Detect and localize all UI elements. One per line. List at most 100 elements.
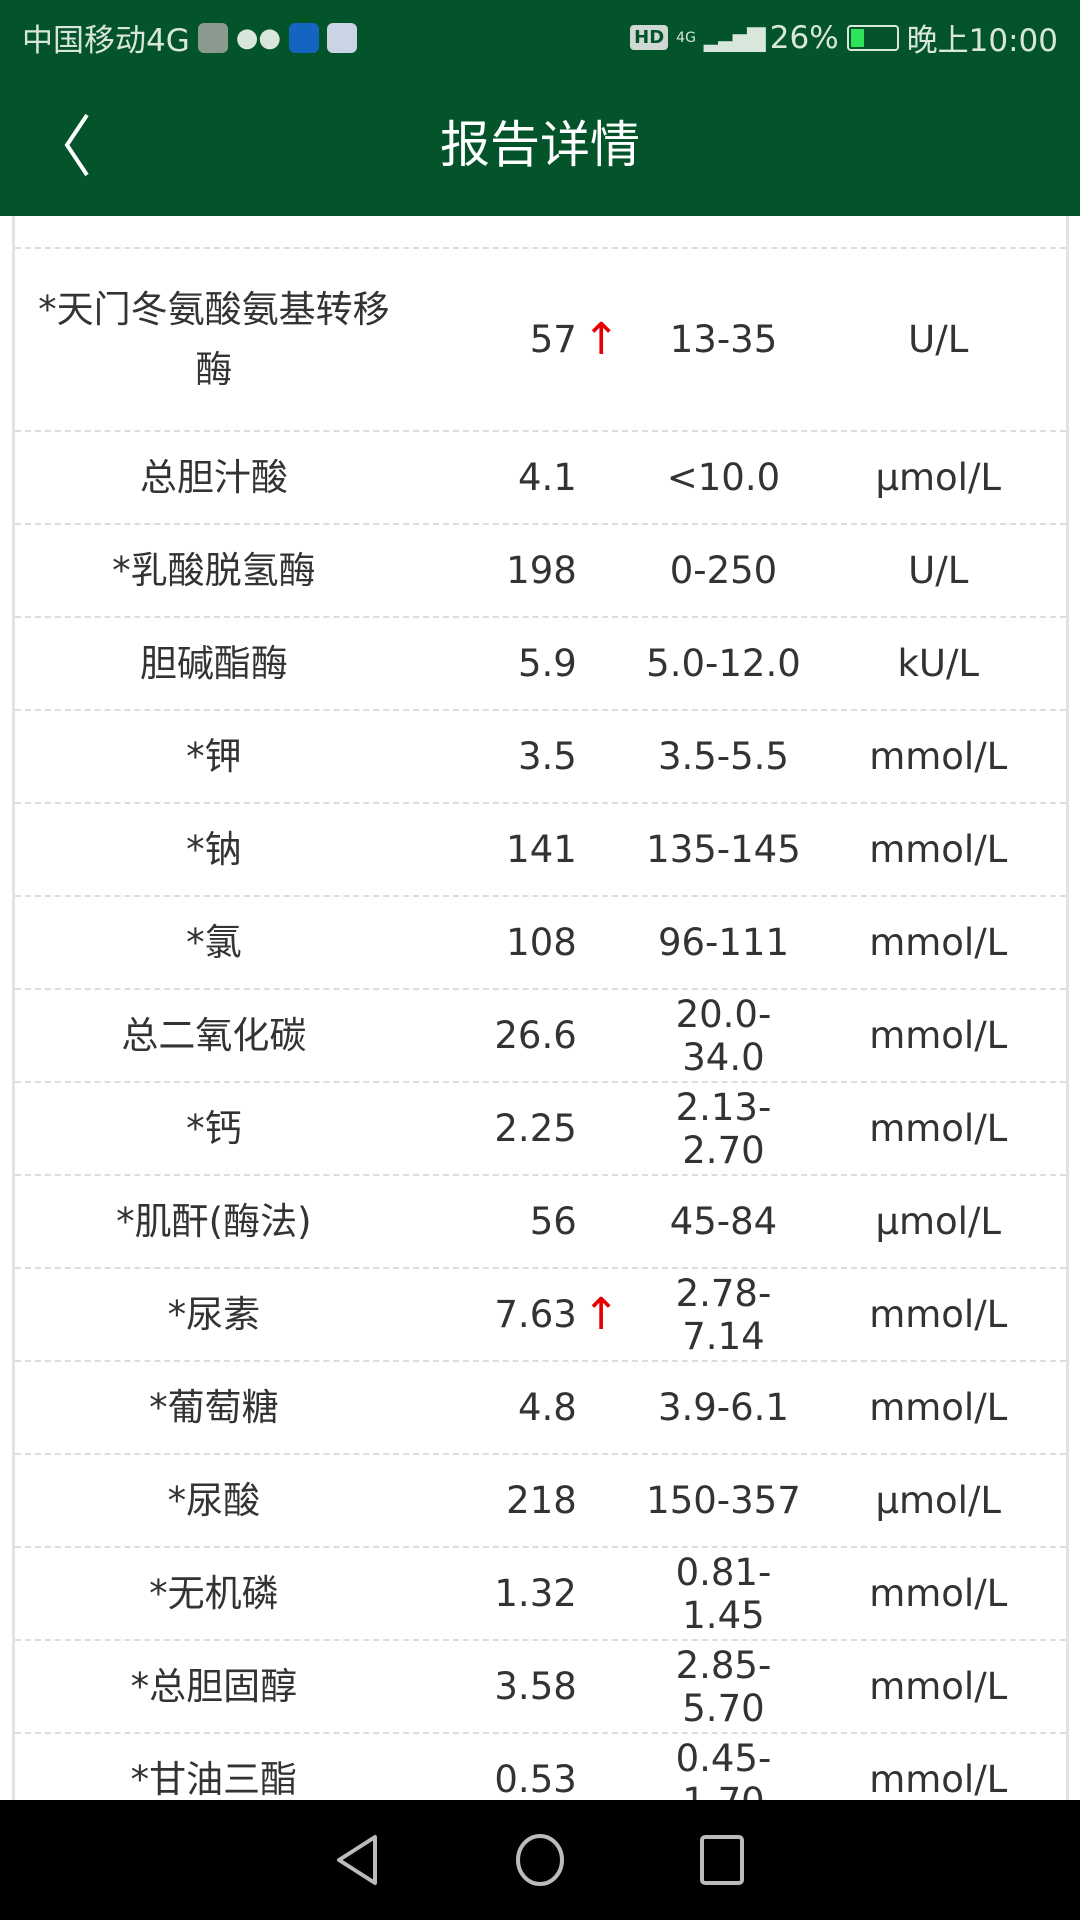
status-bar: 中国移动4G ●● HD 4G ▂▃▅▇ 26% 晚上10:00 — [0, 0, 1080, 75]
item-value: 108 — [506, 921, 577, 964]
table-row: *氯 108 96-111 mmol/L — [15, 897, 1066, 990]
hd-badge: HD — [630, 25, 669, 50]
nav-recents-icon[interactable] — [697, 1833, 747, 1887]
item-name: *尿酸 — [167, 1478, 261, 1522]
item-name: 总二氧化碳 — [121, 1013, 307, 1057]
item-unit: mmol/L — [869, 1014, 1008, 1057]
item-name: *葡萄糖 — [149, 1385, 279, 1429]
item-unit: mmol/L — [869, 1665, 1008, 1708]
item-range: 0.45-1.70 — [675, 1736, 772, 1801]
item-value: 4.1 — [517, 456, 577, 499]
report-table-scroll[interactable]: *天门冬氨酸氨基转移酶 57 ↑ 13-35 U/L 总胆汁酸 4.1 <10.0… — [0, 216, 1080, 1800]
item-range: 150-357 — [646, 1479, 801, 1522]
table-row: 总二氧化碳 26.6 20.0-34.0 mmol/L — [15, 990, 1066, 1083]
item-value: 7.63 — [494, 1293, 577, 1336]
battery-percent: 26% — [769, 19, 839, 56]
item-unit: mmol/L — [869, 1386, 1008, 1429]
table-row: *无机磷 1.32 0.81-1.45 mmol/L — [15, 1548, 1066, 1641]
app-notification-icon — [197, 22, 228, 53]
item-unit: mmol/L — [869, 1758, 1008, 1800]
item-name: *乳酸脱氢酶 — [112, 548, 316, 592]
item-unit: μmol/L — [875, 1200, 1002, 1243]
item-name: *氯 — [186, 920, 242, 964]
item-name: *钾 — [186, 734, 242, 778]
item-name: *钠 — [186, 827, 242, 871]
item-value: 3.5 — [517, 735, 577, 778]
chevron-left-icon — [64, 113, 89, 177]
baidu-icon — [327, 22, 358, 53]
table-row: 总胆汁酸 4.1 <10.0 μmol/L — [15, 432, 1066, 525]
table-row: *钙 2.25 2.13-2.70 mmol/L — [15, 1083, 1066, 1176]
item-unit: U/L — [908, 318, 969, 361]
battery-icon — [846, 24, 899, 51]
high-flag-icon: ↑ — [582, 1289, 620, 1340]
wechat-icon: ●● — [235, 22, 282, 53]
clock: 晚上10:00 — [906, 23, 1058, 59]
report-table: *天门冬氨酸氨基转移酶 57 ↑ 13-35 U/L 总胆汁酸 4.1 <10.0… — [12, 216, 1069, 1800]
item-value: 56 — [529, 1200, 577, 1243]
item-range: 3.5-5.5 — [657, 735, 789, 778]
item-value: 5.9 — [517, 642, 577, 685]
nav-back-icon[interactable] — [333, 1833, 383, 1887]
table-row: *甘油三酯 0.53 0.45-1.70 mmol/L — [15, 1734, 1066, 1801]
item-unit: μmol/L — [875, 1479, 1002, 1522]
item-range: 2.85-5.70 — [675, 1643, 772, 1730]
item-range: 45-84 — [669, 1200, 778, 1243]
table-row: *肌酐(酶法) 56 45-84 μmol/L — [15, 1176, 1066, 1269]
item-range: 2.78-7.14 — [675, 1271, 772, 1358]
item-range: 0-250 — [669, 549, 778, 592]
nav-home-icon[interactable] — [513, 1833, 567, 1887]
item-range: 20.0-34.0 — [675, 992, 772, 1079]
item-name: *总胆固醇 — [130, 1664, 298, 1708]
item-value: 57 — [529, 318, 577, 361]
item-range: 3.9-6.1 — [657, 1386, 789, 1429]
item-unit: μmol/L — [875, 456, 1002, 499]
item-value: 198 — [506, 549, 577, 592]
item-name: 胆碱酯酶 — [139, 641, 288, 685]
item-unit: U/L — [908, 549, 969, 592]
table-row: *葡萄糖 4.8 3.9-6.1 mmol/L — [15, 1362, 1066, 1455]
app-bar: 报告详情 — [0, 75, 1080, 216]
item-range: 0.81-1.45 — [675, 1550, 772, 1637]
shield-icon — [289, 22, 320, 53]
item-range: 135-145 — [646, 828, 801, 871]
page-title: 报告详情 — [440, 116, 640, 174]
high-flag-icon: ↑ — [582, 314, 620, 365]
item-range: <10.0 — [666, 456, 781, 499]
item-value: 2.25 — [494, 1107, 577, 1150]
item-unit: mmol/L — [869, 1107, 1008, 1150]
item-unit: mmol/L — [869, 735, 1008, 778]
item-unit: mmol/L — [869, 1293, 1008, 1336]
item-name: *钙 — [186, 1106, 242, 1150]
item-range: 96-111 — [657, 921, 789, 964]
table-row: 胆碱酯酶 5.9 5.0-12.0 kU/L — [15, 618, 1066, 711]
item-unit: mmol/L — [869, 828, 1008, 871]
carrier-label: 中国移动4G — [22, 23, 190, 59]
table-row: *天门冬氨酸氨基转移酶 57 ↑ 13-35 U/L — [15, 249, 1066, 432]
back-button[interactable] — [55, 110, 115, 180]
table-row: *钾 3.5 3.5-5.5 mmol/L — [15, 711, 1066, 804]
signal-icon: ▂▃▅▇ — [703, 23, 766, 52]
item-value: 218 — [506, 1479, 577, 1522]
item-unit: mmol/L — [869, 1572, 1008, 1615]
item-value: 4.8 — [517, 1386, 577, 1429]
table-row: *总胆固醇 3.58 2.85-5.70 mmol/L — [15, 1641, 1066, 1734]
system-nav-bar — [0, 1800, 1080, 1920]
item-value: 0.53 — [494, 1758, 577, 1800]
item-value: 26.6 — [494, 1014, 577, 1057]
item-range: 13-35 — [669, 318, 778, 361]
item-name: *天门冬氨酸氨基转移酶 — [38, 288, 390, 391]
item-name: *肌酐(酶法) — [116, 1199, 312, 1243]
table-row: *尿酸 218 150-357 μmol/L — [15, 1455, 1066, 1548]
item-name: *无机磷 — [149, 1571, 279, 1615]
item-value: 3.58 — [494, 1665, 577, 1708]
item-name: *甘油三酯 — [130, 1757, 298, 1800]
table-row-partial — [15, 216, 1066, 249]
item-range: 5.0-12.0 — [646, 642, 801, 685]
item-value: 1.32 — [494, 1572, 577, 1615]
item-name: 总胆汁酸 — [139, 455, 288, 499]
item-unit: kU/L — [897, 642, 980, 685]
table-row: *钠 141 135-145 mmol/L — [15, 804, 1066, 897]
table-row: *乳酸脱氢酶 198 0-250 U/L — [15, 525, 1066, 618]
network-type: 4G — [676, 29, 696, 46]
